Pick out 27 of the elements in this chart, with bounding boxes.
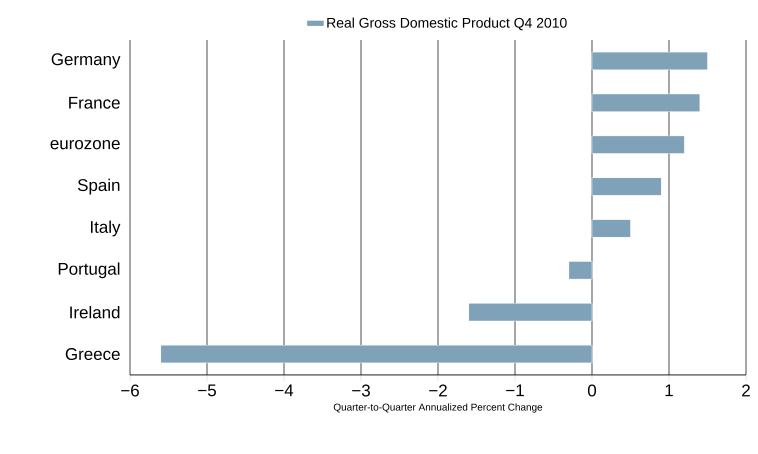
y-tick-label: Portugal [58,262,120,278]
bar [592,136,685,154]
x-tick-label: −6 [121,384,139,397]
bar [468,303,592,322]
y-tick-label: Germany [52,53,120,69]
y-tick-label: Italy [90,220,120,236]
bar [592,178,662,196]
x-tick-label: −3 [352,384,370,397]
x-axis-title: Quarter-to-Quarter Annualized Percent Change [334,403,542,413]
bar [592,219,631,238]
bar [592,94,700,112]
bar [160,345,592,364]
x-tick-label: −4 [275,384,294,396]
x-tick-label: 1 [666,384,673,396]
x-tick-label: −5 [198,384,216,396]
legend-label: Real Gross Domestic Product Q4 2010 [327,18,567,30]
y-tick-label: Greece [66,348,120,360]
bar [568,261,592,280]
x-tick-label: −1 [506,384,524,396]
y-tick-label: Ireland [70,306,120,318]
x-tick-label: 2 [742,384,750,396]
y-tick-label: France [69,96,120,109]
y-tick-label: eurozone [50,140,120,150]
y-tick-label: Spain [78,178,120,194]
bar [592,52,708,70]
x-tick-label: −2 [429,384,447,396]
x-tick-label: 0 [588,384,596,397]
